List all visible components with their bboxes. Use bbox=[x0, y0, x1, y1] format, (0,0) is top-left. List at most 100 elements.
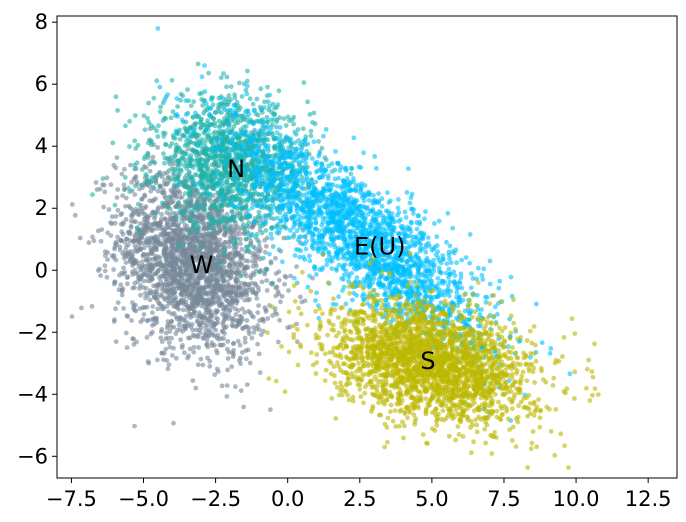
data-point bbox=[170, 267, 176, 273]
data-point bbox=[111, 319, 117, 324]
data-point bbox=[115, 187, 121, 192]
data-point bbox=[166, 362, 172, 367]
data-point bbox=[179, 252, 185, 257]
data-point bbox=[264, 114, 270, 120]
data-point bbox=[187, 274, 193, 280]
data-point bbox=[311, 110, 317, 116]
data-point bbox=[249, 335, 255, 341]
data-point bbox=[166, 225, 172, 230]
data-point bbox=[192, 242, 198, 248]
data-point bbox=[233, 384, 238, 390]
data-point bbox=[164, 283, 170, 289]
data-point bbox=[167, 216, 173, 222]
data-point bbox=[131, 238, 137, 244]
data-point bbox=[187, 311, 192, 317]
data-point bbox=[228, 182, 234, 188]
data-point bbox=[250, 288, 256, 294]
data-point bbox=[114, 155, 120, 161]
data-point bbox=[240, 222, 246, 228]
data-point bbox=[294, 264, 299, 269]
data-point bbox=[374, 166, 379, 171]
data-point bbox=[153, 253, 159, 259]
data-point bbox=[145, 214, 151, 220]
data-point bbox=[79, 305, 84, 311]
data-point bbox=[180, 241, 186, 247]
data-point bbox=[187, 243, 193, 249]
data-point bbox=[185, 146, 191, 152]
data-point bbox=[187, 252, 193, 257]
data-point bbox=[72, 212, 78, 218]
data-point bbox=[256, 209, 262, 215]
data-point bbox=[163, 142, 169, 148]
data-point bbox=[125, 314, 131, 319]
data-point bbox=[196, 239, 201, 244]
data-point bbox=[123, 195, 129, 201]
data-point bbox=[162, 131, 168, 136]
data-point bbox=[112, 220, 118, 226]
data-point bbox=[283, 134, 289, 140]
data-point bbox=[191, 127, 197, 133]
data-point bbox=[207, 211, 212, 216]
data-point bbox=[279, 293, 285, 299]
data-point bbox=[236, 203, 241, 209]
data-point bbox=[547, 351, 553, 356]
data-point bbox=[180, 208, 186, 214]
data-point bbox=[185, 87, 190, 92]
data-point bbox=[124, 275, 130, 281]
data-point bbox=[220, 278, 226, 284]
data-point bbox=[228, 233, 233, 239]
data-point bbox=[139, 167, 145, 173]
data-point bbox=[165, 319, 171, 324]
data-point bbox=[227, 261, 233, 267]
data-point bbox=[214, 309, 220, 315]
data-point bbox=[156, 205, 162, 210]
data-point bbox=[157, 220, 163, 226]
data-point bbox=[141, 312, 147, 317]
data-point bbox=[145, 265, 151, 271]
data-point bbox=[238, 241, 243, 247]
data-point bbox=[222, 247, 228, 252]
data-point bbox=[202, 208, 208, 214]
data-point bbox=[175, 244, 181, 250]
data-point bbox=[132, 113, 138, 118]
data-point bbox=[186, 169, 192, 175]
data-point bbox=[187, 131, 192, 137]
data-point bbox=[229, 364, 235, 370]
data-point bbox=[249, 313, 255, 319]
data-point bbox=[224, 298, 230, 303]
data-point bbox=[166, 159, 172, 165]
data-point bbox=[215, 320, 220, 325]
data-point bbox=[244, 318, 250, 323]
data-point bbox=[77, 235, 83, 241]
data-point bbox=[184, 199, 189, 205]
data-point bbox=[314, 272, 319, 277]
data-point bbox=[216, 118, 222, 124]
data-point bbox=[259, 230, 265, 236]
data-point bbox=[104, 274, 110, 280]
data-point bbox=[480, 277, 486, 282]
data-point bbox=[197, 91, 203, 97]
data-point bbox=[304, 155, 309, 161]
data-point bbox=[169, 335, 174, 341]
data-point bbox=[232, 262, 238, 267]
data-point bbox=[86, 240, 92, 246]
data-point bbox=[162, 181, 167, 187]
data-point bbox=[178, 298, 184, 303]
data-point bbox=[204, 133, 210, 139]
data-point bbox=[215, 146, 220, 152]
data-point bbox=[132, 138, 138, 144]
data-point bbox=[175, 302, 181, 307]
data-point bbox=[225, 346, 230, 352]
data-point bbox=[207, 363, 213, 369]
data-point bbox=[153, 178, 159, 184]
data-point bbox=[201, 110, 207, 116]
data-point bbox=[210, 227, 216, 233]
data-point bbox=[250, 244, 256, 249]
data-point bbox=[177, 274, 183, 279]
data-point bbox=[133, 183, 138, 189]
data-point bbox=[432, 221, 437, 226]
data-point bbox=[265, 99, 271, 105]
data-point bbox=[187, 346, 193, 352]
data-point bbox=[212, 199, 218, 204]
data-point bbox=[122, 187, 127, 193]
